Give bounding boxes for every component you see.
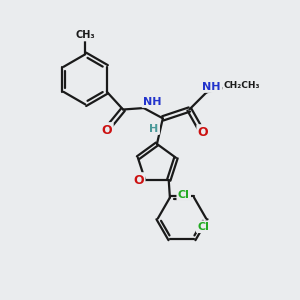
Text: O: O: [102, 124, 112, 136]
Text: Cl: Cl: [178, 190, 190, 200]
Text: Cl: Cl: [197, 222, 209, 232]
Text: O: O: [134, 174, 144, 187]
Text: CH₂CH₃: CH₂CH₃: [224, 81, 260, 90]
Text: CH₃: CH₃: [75, 30, 95, 40]
Text: O: O: [198, 126, 208, 139]
Text: NH: NH: [202, 82, 221, 92]
Text: NH: NH: [143, 97, 161, 106]
Text: H: H: [149, 124, 159, 134]
